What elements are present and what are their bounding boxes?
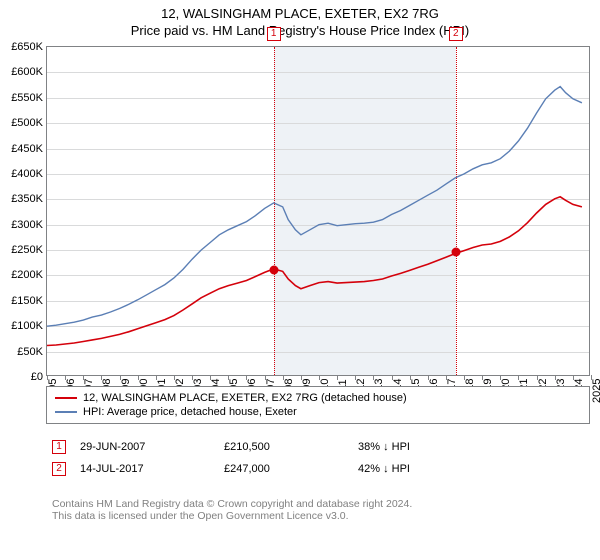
footer-line1: Contains HM Land Registry data © Crown c… (52, 498, 412, 510)
y-axis-label: £250K (11, 244, 47, 256)
chart-title-sub: Price paid vs. HM Land Registry's House … (0, 21, 600, 42)
legend-swatch (55, 397, 77, 399)
y-axis-label: £200K (11, 269, 47, 281)
sale-date: 29-JUN-2007 (80, 441, 210, 453)
legend-row-hpi: HPI: Average price, detached house, Exet… (55, 405, 581, 419)
sale-price: £247,000 (224, 463, 344, 475)
chart-title-address: 12, WALSINGHAM PLACE, EXETER, EX2 7RG (0, 0, 600, 21)
y-axis-label: £650K (11, 41, 47, 53)
sale-row-marker: 1 (52, 440, 66, 454)
y-axis-label: £450K (11, 143, 47, 155)
y-axis-label: £350K (11, 193, 47, 205)
legend: 12, WALSINGHAM PLACE, EXETER, EX2 7RG (d… (46, 386, 590, 424)
sale-row-marker: 2 (52, 462, 66, 476)
legend-label: HPI: Average price, detached house, Exet… (83, 406, 297, 418)
legend-swatch (55, 411, 77, 413)
sale-delta: 42% ↓ HPI (358, 463, 478, 475)
y-axis-label: £400K (11, 168, 47, 180)
y-axis-label: £500K (11, 117, 47, 129)
y-axis-label: £150K (11, 295, 47, 307)
y-axis-label: £600K (11, 66, 47, 78)
sales-table: 1 29-JUN-2007 £210,500 38% ↓ HPI 2 14-JUL-201… (52, 436, 478, 480)
sale-row: 1 29-JUN-2007 £210,500 38% ↓ HPI (52, 436, 478, 458)
y-axis-label: £300K (11, 219, 47, 231)
plot-area: £0£50K£100K£150K£200K£250K£300K£350K£400… (46, 46, 590, 376)
legend-label: 12, WALSINGHAM PLACE, EXETER, EX2 7RG (d… (83, 392, 407, 404)
sale-price: £210,500 (224, 441, 344, 453)
footer: Contains HM Land Registry data © Crown c… (42, 498, 422, 522)
sale-delta: 38% ↓ HPI (358, 441, 478, 453)
sale-row: 2 14-JUL-2017 £247,000 42% ↓ HPI (52, 458, 478, 480)
sale-marker-square: 1 (267, 27, 281, 41)
chart-container: 12, WALSINGHAM PLACE, EXETER, EX2 7RG Pr… (0, 0, 600, 560)
y-axis-label: £100K (11, 320, 47, 332)
y-axis-label: £550K (11, 92, 47, 104)
x-axis-label: 2025 (591, 379, 600, 403)
series-lines (47, 47, 589, 375)
y-axis-label: £0 (31, 371, 47, 383)
series-property (47, 197, 582, 346)
footer-line2: This data is licensed under the Open Gov… (52, 510, 412, 522)
sale-date: 14-JUL-2017 (80, 463, 210, 475)
y-axis-label: £50K (17, 346, 47, 358)
series-hpi (47, 87, 582, 327)
legend-row-property: 12, WALSINGHAM PLACE, EXETER, EX2 7RG (d… (55, 391, 581, 405)
sale-marker-square: 2 (449, 27, 463, 41)
